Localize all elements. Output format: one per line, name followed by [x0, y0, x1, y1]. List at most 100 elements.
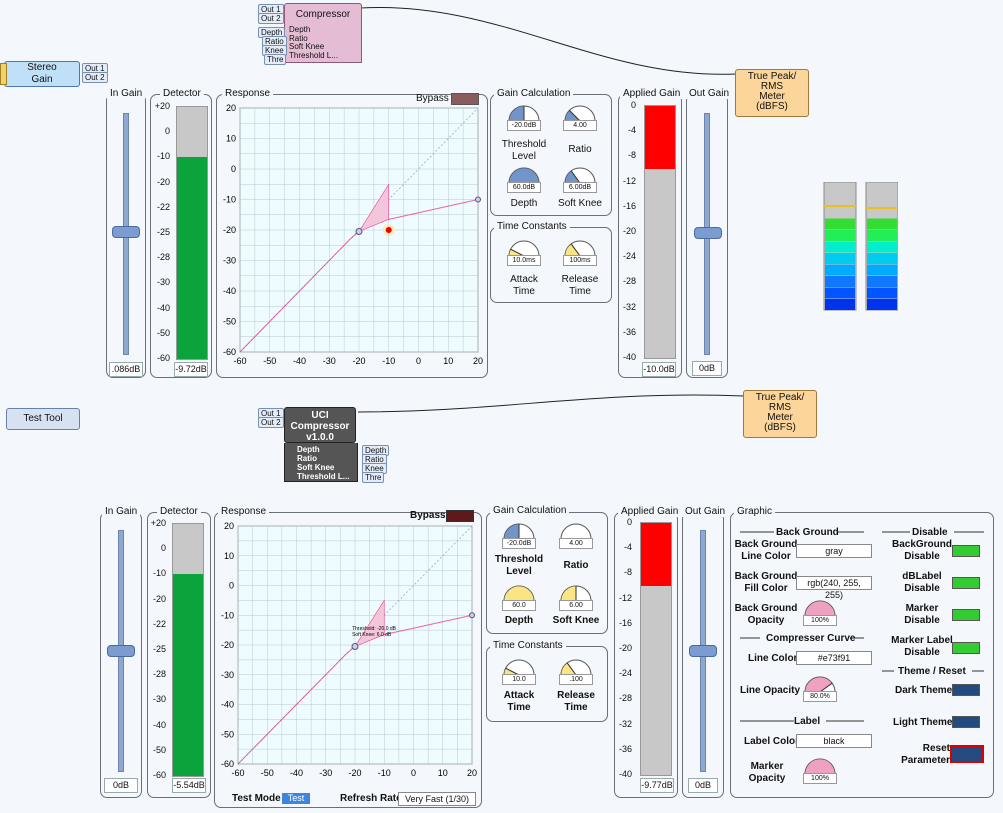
top-soft-knee-knob[interactable] [564, 167, 596, 188]
bg-opacity-value[interactable]: 100% [803, 615, 837, 626]
bottom-soft-knee-knob[interactable] [560, 585, 592, 606]
test-mode-button[interactable]: Test [282, 793, 310, 804]
bg-fill-color-field[interactable]: rgb(240, 255, 255) [796, 576, 872, 600]
top-soft-knee-value[interactable]: 6.00dB [563, 182, 597, 193]
disable-section-title: Disable [912, 527, 948, 538]
response-x-tick: -40 [290, 768, 303, 778]
test-tool-button[interactable]: Test Tool [6, 408, 80, 430]
top-ratio-value[interactable]: 4.00 [563, 120, 597, 131]
bottom-bypass-toggle[interactable] [446, 510, 474, 522]
response-x-tick: -10 [378, 768, 391, 778]
bg-disable-toggle[interactable] [952, 545, 980, 557]
response-x-tick: -20 [352, 356, 365, 366]
graphic-title: Graphic [734, 506, 776, 517]
bottom-attack-knob[interactable] [503, 659, 535, 680]
top-soft-knee-label: Soft Knee [558, 198, 602, 209]
bottom-out-gain-slider-handle[interactable] [689, 645, 717, 657]
applied-gain-tick: -32 [618, 718, 632, 729]
comp-in2[interactable]: Out 2 [258, 13, 284, 24]
bottom-threshold-knob[interactable] [503, 523, 535, 544]
top-release-knob[interactable] [564, 240, 596, 261]
bottom-in-gain-value[interactable]: 0dB [104, 778, 138, 793]
bottom-response-title: Response [218, 506, 270, 517]
bg-opacity-label: Back Ground Opacity [734, 603, 798, 626]
bottom-applied-gain-title: Applied Gain [618, 506, 682, 517]
bottom-soft-knee-label: Soft Knee [552, 615, 600, 626]
applied-gain-tick: -32 [622, 301, 636, 312]
top-in-gain-slider-handle[interactable] [112, 226, 140, 238]
bottom-ratio-value[interactable]: 4.00 [559, 538, 593, 549]
dark-theme-button[interactable] [952, 684, 980, 696]
reset-parameter-button[interactable] [950, 745, 984, 763]
uci-compressor-block[interactable]: UCI Compressor v1.0.0 [284, 407, 356, 443]
response-y-tick: -40 [221, 700, 234, 710]
comp-tag[interactable]: Thre [264, 54, 287, 65]
bg-section-title: Back Ground [776, 527, 839, 538]
response-y-tick: 20 [224, 522, 234, 531]
top-release-value[interactable]: 100ms [563, 255, 597, 266]
dark-theme-label: Dark Theme [895, 685, 953, 696]
stereo-gain-out2[interactable]: Out 2 [82, 72, 108, 83]
curve-line-opacity-knob[interactable] [804, 676, 836, 697]
detector-tick: -28 [156, 252, 170, 263]
marker-opacity-value[interactable]: 100% [803, 773, 837, 784]
top-depth-value[interactable]: 60.0dB [507, 182, 541, 193]
uci-tag[interactable]: Thre [362, 472, 385, 483]
marker-label-disable-toggle[interactable] [952, 642, 980, 654]
bottom-release-value[interactable]: .100 [559, 674, 593, 685]
top-applied-gain-bar [644, 105, 676, 359]
top-ratio-label: Ratio [568, 144, 592, 155]
comp-param: Soft Knee [289, 42, 325, 51]
stereo-gain-block[interactable] [4, 61, 80, 87]
dblabel-disable-toggle[interactable] [952, 577, 980, 589]
top-detector-title: Detector [160, 88, 204, 99]
marker-opacity-knob[interactable] [804, 758, 836, 779]
compressor-block[interactable]: Compressor [284, 3, 362, 27]
light-theme-button[interactable] [952, 716, 980, 728]
bottom-release-label: Release Time [557, 690, 595, 713]
true-peak-meter-bottom[interactable]: True Peak/RMS Meter (dBFS) [743, 390, 817, 438]
top-threshold-knob[interactable] [508, 105, 540, 126]
curve-line-color-field[interactable]: #e73f91 [796, 651, 872, 665]
refresh-rate-select[interactable]: Very Fast (1/30) [398, 792, 476, 806]
marker-disable-toggle[interactable] [952, 609, 980, 621]
top-bypass-toggle[interactable] [451, 93, 479, 105]
bottom-threshold-value[interactable]: -20.0dB [502, 538, 536, 549]
top-attack-knob[interactable] [508, 240, 540, 261]
curve-line-opacity-value[interactable]: 80.0% [803, 691, 837, 702]
marker-label-disable-label: Marker Label Disable [891, 635, 953, 658]
marker-opacity-label: Marker Opacity [748, 761, 786, 784]
bottom-attack-value[interactable]: 10.0 [502, 674, 536, 685]
true-peak-meter-top[interactable]: True Peak/RMS Meter (dBFS) [735, 69, 809, 117]
bg-line-color-field[interactable]: gray [796, 544, 872, 558]
detector-tick: -30 [156, 277, 170, 288]
top-threshold-value[interactable]: -20.0dB [507, 120, 541, 131]
bottom-response-graph[interactable]: 20 10 0 -10 -20 -30 -40 -50 -60-60 -50 -40 -30 -20 -1… [216, 522, 478, 788]
curve-line-color-label: Line Color [748, 653, 798, 664]
top-ratio-knob[interactable] [564, 105, 596, 126]
response-x-tick: -30 [319, 768, 332, 778]
bottom-out-gain-value[interactable]: 0dB [688, 778, 718, 793]
detector-tick: -40 [156, 302, 170, 313]
uci-in2[interactable]: Out 2 [258, 417, 284, 428]
top-in-gain-value[interactable]: .086dB [109, 362, 143, 377]
bottom-depth-label: Depth [504, 615, 534, 626]
applied-gain-tick: -20 [622, 226, 636, 236]
top-out-gain-slider-handle[interactable] [694, 227, 722, 239]
bottom-soft-knee-value[interactable]: 6.00 [559, 600, 593, 611]
bottom-depth-value[interactable]: 60.0 [502, 600, 536, 611]
bottom-detector-value: -5.54dB [172, 778, 206, 793]
top-out-gain-value[interactable]: 0dB [692, 361, 722, 376]
applied-gain-tick: -24 [618, 668, 632, 679]
label-color-field[interactable]: black [796, 734, 872, 748]
comp-param: Ratio [289, 33, 308, 43]
detector-tick: -10 [156, 151, 170, 162]
bg-fill-color-label: Back Ground Fill Color [734, 571, 798, 594]
bottom-in-gain-slider-handle[interactable] [107, 645, 135, 657]
label-section-title: Label [794, 716, 821, 727]
bottom-release-knob[interactable] [560, 659, 592, 680]
curve-section-divider [740, 637, 864, 639]
top-attack-value[interactable]: 10.0ms [507, 255, 541, 266]
top-response-graph[interactable]: 20 10 0 -10 -20 -30 -40 -50 -60-60 -50 -40 -30 -20 -1… [218, 104, 484, 376]
bg-opacity-knob[interactable] [804, 600, 836, 621]
